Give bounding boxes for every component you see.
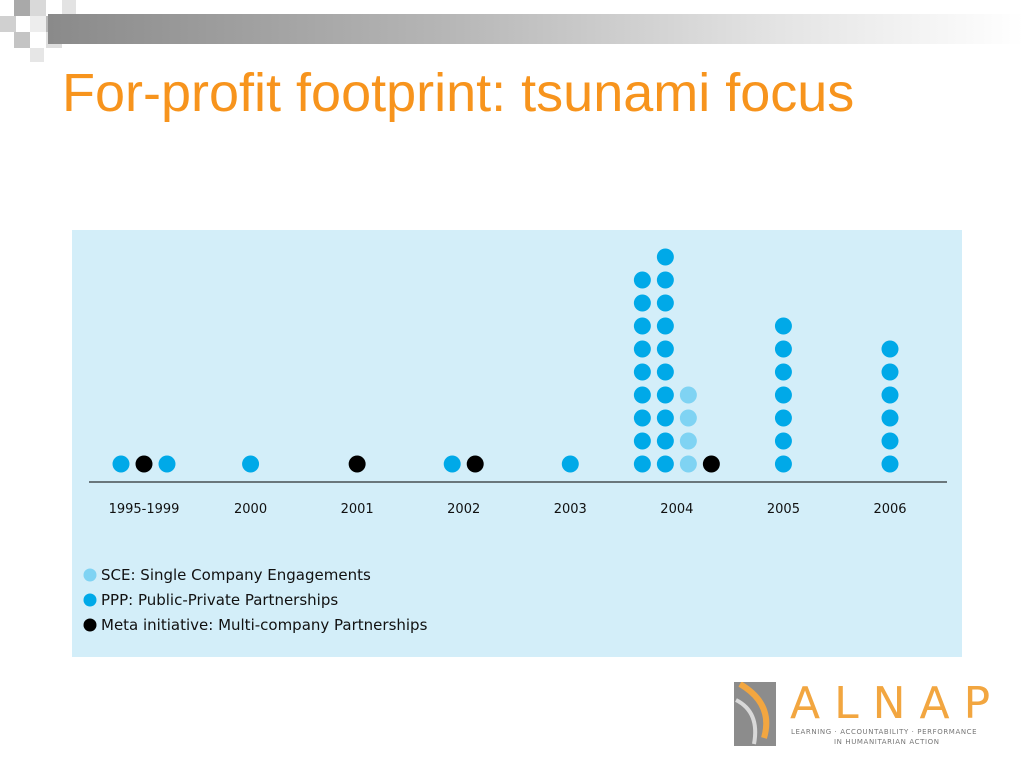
dot-ppp	[633, 294, 651, 312]
dot-ppp	[774, 340, 792, 358]
dot-ppp	[633, 340, 651, 358]
dot-ppp	[633, 409, 651, 427]
x-tick-label: 2004	[660, 502, 693, 517]
legend-label: Meta initiative: Multi-company Partnersh…	[101, 616, 428, 634]
chart-background	[72, 230, 962, 657]
dot-ppp	[774, 409, 792, 427]
dot-sce	[679, 386, 697, 404]
dot-ppp	[633, 363, 651, 381]
dot-meta	[135, 455, 153, 473]
legend-marker	[83, 593, 97, 607]
x-tick-label: 1995-1999	[109, 502, 180, 517]
dot-ppp	[633, 432, 651, 450]
dot-chart: 1995-1999 2000 2001 2002 2003 2004 2005 2006 SCE…	[72, 230, 962, 657]
dot-ppp	[633, 271, 651, 289]
dot-ppp	[656, 409, 674, 427]
x-tick-label: 2000	[234, 502, 267, 517]
dot-ppp	[656, 386, 674, 404]
legend-marker	[83, 618, 97, 632]
legend-marker	[83, 568, 97, 582]
slide-title: For-profit footprint: tsunami focus	[62, 63, 855, 123]
dot-ppp	[881, 363, 899, 381]
dot-ppp	[881, 409, 899, 427]
alnap-logo: ALNAP LEARNING · ACCOUNTABILITY · PERFOR…	[734, 678, 1004, 748]
dot-ppp	[656, 432, 674, 450]
dot-ppp	[656, 248, 674, 266]
dot-ppp	[881, 386, 899, 404]
dot-meta	[348, 455, 366, 473]
dot-meta	[466, 455, 484, 473]
dot-ppp	[774, 386, 792, 404]
dot-ppp	[633, 455, 651, 473]
alnap-logo-mark	[734, 682, 776, 746]
x-tick-label: 2001	[341, 502, 374, 517]
dot-sce	[679, 409, 697, 427]
alnap-tagline: LEARNING · ACCOUNTABILITY · PERFORMANCE	[791, 728, 978, 736]
dot-ppp	[633, 317, 651, 335]
x-tick-label: 2002	[447, 502, 480, 517]
alnap-wordmark: ALNAP	[790, 678, 1005, 729]
dot-ppp	[774, 455, 792, 473]
title-bar-gradient	[48, 14, 1024, 44]
dot-ppp	[656, 455, 674, 473]
dot-ppp	[881, 340, 899, 358]
dot-ppp	[656, 294, 674, 312]
dot-ppp	[561, 455, 579, 473]
dot-ppp	[774, 363, 792, 381]
x-tick-label: 2005	[767, 502, 800, 517]
dot-ppp	[443, 455, 461, 473]
dot-ppp	[656, 317, 674, 335]
dot-ppp	[774, 432, 792, 450]
dot-ppp	[656, 363, 674, 381]
dot-meta	[702, 455, 720, 473]
dot-ppp	[633, 386, 651, 404]
dot-ppp	[158, 455, 176, 473]
dot-ppp	[774, 317, 792, 335]
dot-sce	[679, 432, 697, 450]
x-tick-label: 2006	[873, 502, 906, 517]
alnap-tagline-2: IN HUMANITARIAN ACTION	[834, 738, 940, 746]
dot-ppp	[112, 455, 130, 473]
dot-ppp	[881, 455, 899, 473]
dot-ppp	[656, 340, 674, 358]
dot-ppp	[242, 455, 260, 473]
dot-ppp	[656, 271, 674, 289]
legend-label: PPP: Public-Private Partnerships	[101, 591, 338, 609]
x-tick-label: 2003	[554, 502, 587, 517]
dot-sce	[679, 455, 697, 473]
legend-label: SCE: Single Company Engagements	[101, 566, 371, 584]
dot-ppp	[881, 432, 899, 450]
